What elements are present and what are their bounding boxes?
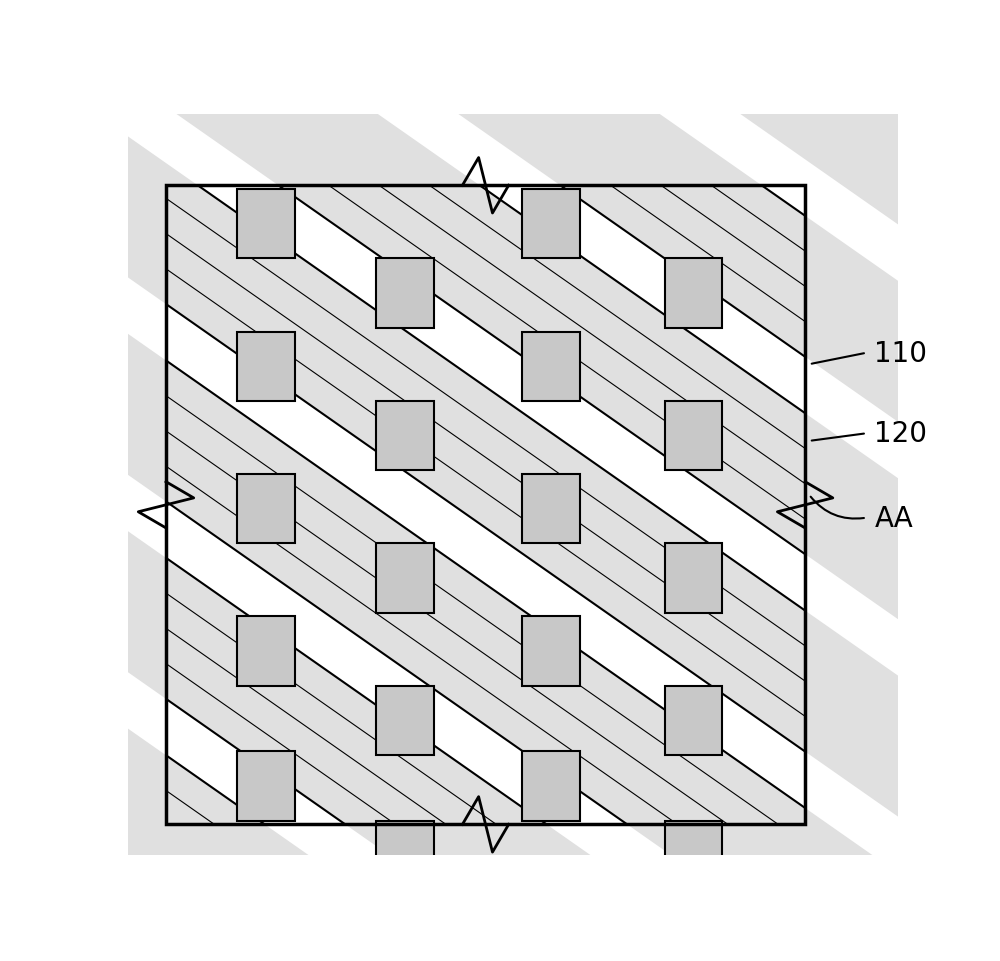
Bar [522, 617, 580, 686]
Text: AA: AA [874, 505, 913, 532]
Polygon shape [0, 64, 1000, 961]
Polygon shape [0, 329, 1000, 961]
Bar [376, 544, 434, 613]
Bar [237, 190, 295, 259]
Bar [665, 686, 722, 755]
Bar [665, 544, 722, 613]
Bar [522, 475, 580, 544]
Text: 120: 120 [874, 420, 927, 448]
Bar [166, 186, 805, 825]
Polygon shape [0, 0, 1000, 909]
Bar [237, 752, 295, 821]
Bar [166, 186, 805, 825]
Bar [376, 821, 434, 890]
Bar [665, 259, 722, 329]
Bar [237, 333, 295, 402]
Bar [522, 190, 580, 259]
Bar [665, 821, 722, 890]
Bar [376, 259, 434, 329]
Bar [237, 617, 295, 686]
Bar [376, 686, 434, 755]
Polygon shape [0, 461, 1000, 961]
Bar [665, 402, 722, 471]
Text: 110: 110 [874, 339, 927, 367]
Bar [522, 333, 580, 402]
Polygon shape [0, 196, 1000, 961]
Bar [522, 752, 580, 821]
Bar [376, 402, 434, 471]
Bar [237, 475, 295, 544]
Bar [166, 186, 805, 825]
